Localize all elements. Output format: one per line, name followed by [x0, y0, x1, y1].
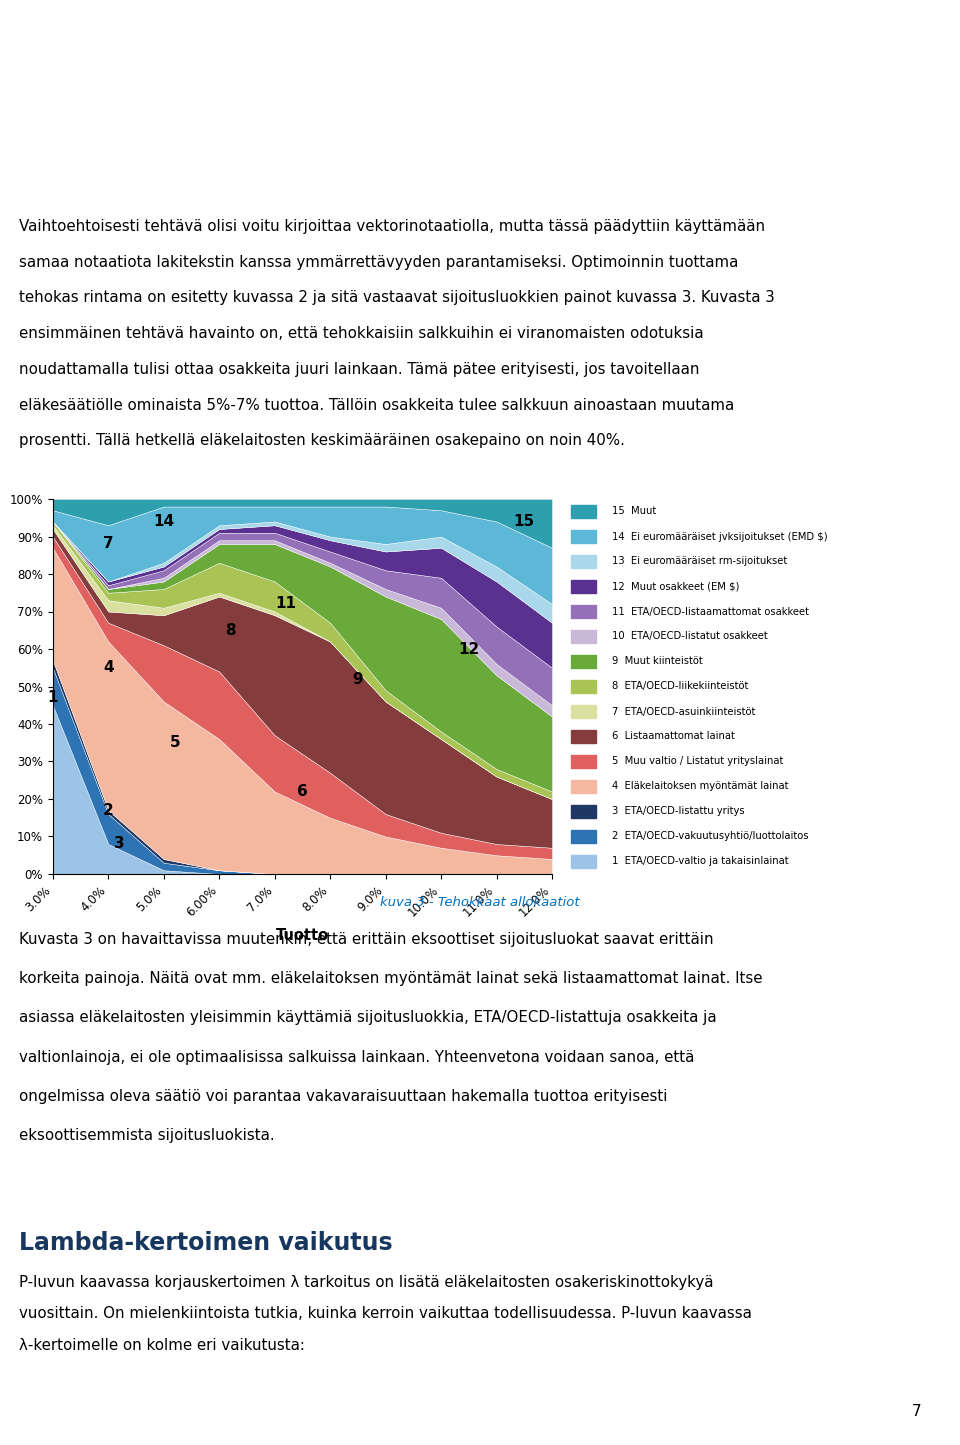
X-axis label: Tuotto: Tuotto	[276, 928, 329, 942]
FancyBboxPatch shape	[571, 780, 596, 793]
Text: 5  Muu valtio / Listatut yrityslainat: 5 Muu valtio / Listatut yrityslainat	[612, 757, 783, 766]
Text: 9: 9	[352, 672, 363, 686]
Text: samaa notaatiota lakitekstin kanssa ymmärrettävyyden parantamiseksi. Optimoinnin: samaa notaatiota lakitekstin kanssa ymmä…	[19, 254, 738, 270]
FancyBboxPatch shape	[571, 579, 596, 594]
Text: 15  Muut: 15 Muut	[612, 507, 656, 516]
Text: 11: 11	[276, 597, 297, 611]
FancyBboxPatch shape	[571, 854, 596, 868]
FancyBboxPatch shape	[571, 555, 596, 568]
Text: noudattamalla tulisi ottaa osakkeita juuri lainkaan. Tämä pätee erityisesti, jos: noudattamalla tulisi ottaa osakkeita juu…	[19, 361, 700, 377]
Text: 7: 7	[912, 1405, 922, 1419]
Text: 14  Ei euromääräiset jvksijoitukset (EMD $): 14 Ei euromääräiset jvksijoitukset (EMD …	[612, 532, 828, 542]
Text: vuosittain. On mielenkiintoista tutkia, kuinka kerroin vaikuttaa todellisuudessa: vuosittain. On mielenkiintoista tutkia, …	[19, 1306, 752, 1321]
Text: 15: 15	[514, 514, 535, 529]
FancyBboxPatch shape	[571, 630, 596, 643]
Text: 13  Ei euromääräiset rm-sijoitukset: 13 Ei euromääräiset rm-sijoitukset	[612, 556, 787, 566]
FancyBboxPatch shape	[571, 705, 596, 718]
Text: 6: 6	[297, 785, 308, 799]
Text: 2: 2	[103, 803, 113, 818]
Text: valtionlainoja, ei ole optimaalisissa salkuissa lainkaan. Yhteenvetona voidaan s: valtionlainoja, ei ole optimaalisissa sa…	[19, 1049, 695, 1065]
Text: eksoottisemmista sijoitusluokista.: eksoottisemmista sijoitusluokista.	[19, 1129, 275, 1143]
Text: 10  ETA/OECD-listatut osakkeet: 10 ETA/OECD-listatut osakkeet	[612, 631, 767, 642]
FancyBboxPatch shape	[571, 730, 596, 743]
Text: 4: 4	[103, 660, 113, 675]
Text: λ-kertoimelle on kolme eri vaikutusta:: λ-kertoimelle on kolme eri vaikutusta:	[19, 1338, 305, 1353]
Text: 8: 8	[225, 623, 235, 637]
Text: 3: 3	[114, 837, 125, 851]
Text: 3  ETA/OECD-listattu yritys: 3 ETA/OECD-listattu yritys	[612, 806, 744, 816]
Text: 7  ETA/OECD-asuinkiinteistöt: 7 ETA/OECD-asuinkiinteistöt	[612, 707, 755, 717]
Text: 11  ETA/OECD-listaamattomat osakkeet: 11 ETA/OECD-listaamattomat osakkeet	[612, 607, 808, 617]
FancyBboxPatch shape	[571, 805, 596, 818]
Text: 1  ETA/OECD-valtio ja takaisinlainat: 1 ETA/OECD-valtio ja takaisinlainat	[612, 857, 788, 867]
Text: 12: 12	[458, 642, 479, 656]
Text: 12  Muut osakkeet (EM $): 12 Muut osakkeet (EM $)	[612, 581, 739, 591]
FancyBboxPatch shape	[571, 504, 596, 519]
FancyBboxPatch shape	[571, 829, 596, 844]
Text: kuva 3 - Tehokkaat allokaatiot: kuva 3 - Tehokkaat allokaatiot	[380, 896, 580, 909]
Text: 9  Muut kiinteistöt: 9 Muut kiinteistöt	[612, 656, 703, 666]
Text: 14: 14	[154, 514, 175, 529]
FancyBboxPatch shape	[571, 530, 596, 543]
Text: korkeita painoja. Näitä ovat mm. eläkelaitoksen myöntämät lainat sekä listaamatt: korkeita painoja. Näitä ovat mm. eläkela…	[19, 971, 762, 987]
Text: P-luvun kaavassa korjauskertoimen λ tarkoitus on lisätä eläkelaitosten osakerisk: P-luvun kaavassa korjauskertoimen λ tark…	[19, 1274, 713, 1290]
Text: 5: 5	[170, 736, 180, 750]
Text: ongelmissa oleva säätiö voi parantaa vakavaraisuuttaan hakemalla tuottoa erityis: ongelmissa oleva säätiö voi parantaa vak…	[19, 1090, 668, 1104]
Text: tehokas rintama on esitetty kuvassa 2 ja sitä vastaavat sijoitusluokkien painot : tehokas rintama on esitetty kuvassa 2 ja…	[19, 290, 775, 305]
Text: Lambda-kertoimen vaikutus: Lambda-kertoimen vaikutus	[19, 1231, 393, 1256]
Text: 7: 7	[103, 536, 113, 552]
Text: eläkesäätiölle ominaista 5%-7% tuottoa. Tällöin osakkeita tulee salkkuun ainoast: eläkesäätiölle ominaista 5%-7% tuottoa. …	[19, 397, 734, 413]
Text: 6  Listaamattomat lainat: 6 Listaamattomat lainat	[612, 731, 734, 741]
FancyBboxPatch shape	[571, 604, 596, 618]
Text: 1: 1	[48, 691, 58, 705]
Text: Kuvasta 3 on havaittavissa muutenkin, että erittäin eksoottiset sijoitusluokat s: Kuvasta 3 on havaittavissa muutenkin, et…	[19, 932, 714, 946]
Text: asiassa eläkelaitosten yleisimmin käyttämiä sijoitusluokkia, ETA/OECD-listattuja: asiassa eläkelaitosten yleisimmin käyttä…	[19, 1010, 717, 1026]
Text: ensimmäinen tehtävä havainto on, että tehokkaisiin salkkuihin ei viranomaisten o: ensimmäinen tehtävä havainto on, että te…	[19, 327, 704, 341]
FancyBboxPatch shape	[571, 754, 596, 769]
Text: 4  Eläkelaitoksen myöntämät lainat: 4 Eläkelaitoksen myöntämät lainat	[612, 782, 788, 792]
FancyBboxPatch shape	[571, 655, 596, 669]
Text: Vaihtoehtoisesti tehtävä olisi voitu kirjoittaa vektorinotaatiolla, mutta tässä : Vaihtoehtoisesti tehtävä olisi voitu kir…	[19, 220, 765, 234]
Text: 2  ETA/OECD-vakuutusyhtiö/luottolaitos: 2 ETA/OECD-vakuutusyhtiö/luottolaitos	[612, 831, 808, 841]
Text: 8  ETA/OECD-liikekiinteistöt: 8 ETA/OECD-liikekiinteistöt	[612, 682, 748, 692]
FancyBboxPatch shape	[571, 679, 596, 694]
Text: prosentti. Tällä hetkellä eläkelaitosten keskimääräinen osakepaino on noin 40%.: prosentti. Tällä hetkellä eläkelaitosten…	[19, 434, 625, 448]
